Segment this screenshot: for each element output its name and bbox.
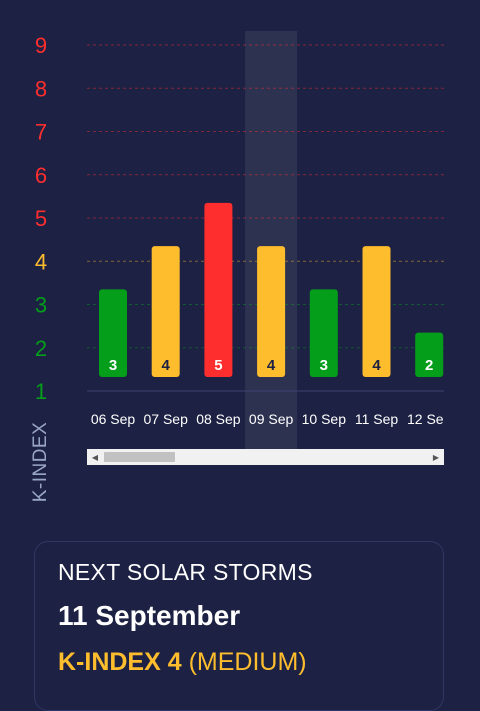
next-storm-heading: NEXT SOLAR STORMS — [58, 559, 313, 585]
bar-value-label: 3 — [320, 357, 328, 374]
x-tick-label: 12 Sep — [407, 411, 452, 427]
x-tick-label: 06 Sep — [91, 411, 136, 427]
next-storm-date: 11 September — [58, 600, 241, 631]
y-tick-label: 8 — [35, 76, 47, 101]
bar[interactable] — [204, 202, 233, 377]
bar-value-label: 3 — [109, 357, 117, 374]
x-tick-label: 11 Sep — [355, 411, 399, 427]
bar-value-label: 5 — [214, 357, 222, 374]
y-tick-label: 2 — [35, 336, 47, 361]
bar-value-label: 4 — [162, 357, 171, 374]
bar[interactable] — [415, 332, 444, 377]
y-tick-label: 6 — [35, 163, 47, 188]
y-tick-label: 5 — [35, 206, 47, 231]
kindex-bar-chart: 9 8 7 6 5 4 3 2 1 3 06 Sep 4 07 Sep 5 08 Sep 4 09 Sep 3 1… — [35, 31, 452, 449]
bar-value-label: 4 — [267, 357, 276, 374]
y-tick-label: 9 — [35, 33, 47, 58]
bar[interactable] — [151, 246, 180, 377]
y-tick-label: 3 — [35, 293, 47, 318]
bar[interactable] — [99, 289, 127, 377]
y-tick-label: 1 — [35, 379, 47, 404]
next-storm-level: (MEDIUM) — [188, 648, 307, 676]
bar[interactable] — [257, 246, 286, 377]
bar[interactable] — [309, 289, 338, 377]
x-tick-label: 10 Sep — [302, 411, 347, 427]
bar-value-label: 2 — [425, 357, 433, 374]
x-tick-label: 08 Sep — [196, 411, 241, 427]
y-tick-label: 7 — [35, 120, 47, 145]
chart-horizontal-scrollbar[interactable]: ◀ ▶ — [87, 449, 444, 465]
x-tick-label: 09 Sep — [249, 411, 294, 427]
bar-value-label: 4 — [372, 357, 381, 374]
highlighted-day-band — [245, 31, 298, 449]
next-storm-kindex: K-INDEX 4 (MEDIUM) — [58, 648, 307, 677]
x-tick-label: 07 Sep — [144, 411, 189, 427]
scroll-right-arrow-icon[interactable]: ▶ — [432, 452, 440, 462]
next-solar-storm-card: NEXT SOLAR STORMS 11 September K-INDEX 4… — [34, 541, 444, 711]
scrollbar-thumb[interactable] — [104, 452, 175, 462]
next-storm-kindex-value: K-INDEX 4 — [58, 648, 182, 676]
bar[interactable] — [362, 246, 391, 377]
scroll-left-arrow-icon[interactable]: ◀ — [91, 452, 99, 462]
y-tick-label: 4 — [35, 249, 47, 274]
y-axis-title: K-INDEX — [30, 421, 51, 503]
